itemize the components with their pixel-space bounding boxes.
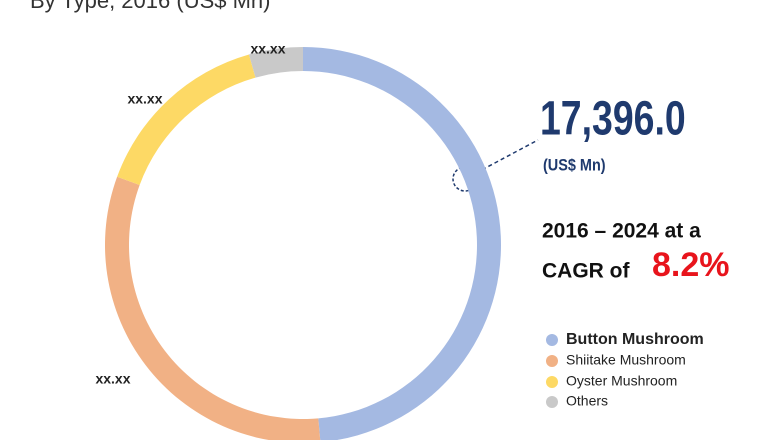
cagr-text: CAGR of (542, 260, 630, 283)
total-value: 17,396.0 (540, 92, 686, 146)
chart-title: By Type, 2016 (US$ Mn) (30, 0, 271, 13)
donut-slice (248, 47, 303, 78)
callout-line (475, 139, 539, 174)
legend-label: Others (566, 393, 608, 409)
donut-slice (303, 47, 501, 440)
cagr-text: 2016 – 2024 at a (542, 220, 701, 243)
legend-marker (546, 355, 558, 367)
donut-slice (105, 176, 321, 440)
legend-marker (546, 396, 558, 408)
cagr-value: 8.2% (652, 246, 730, 284)
slice-label: xx.xx (95, 371, 130, 387)
donut-slice (117, 54, 256, 186)
legend-marker (546, 376, 558, 388)
legend-label: Button Mushroom (566, 331, 704, 348)
slice-label: xx.xx (127, 91, 162, 107)
slice-label: xx.xx (250, 41, 285, 57)
total-unit: (US$ Mn) (543, 156, 606, 174)
legend-label: Shiitake Mushroom (566, 352, 686, 368)
legend-marker (546, 334, 558, 346)
legend-label: Oyster Mushroom (566, 373, 677, 389)
